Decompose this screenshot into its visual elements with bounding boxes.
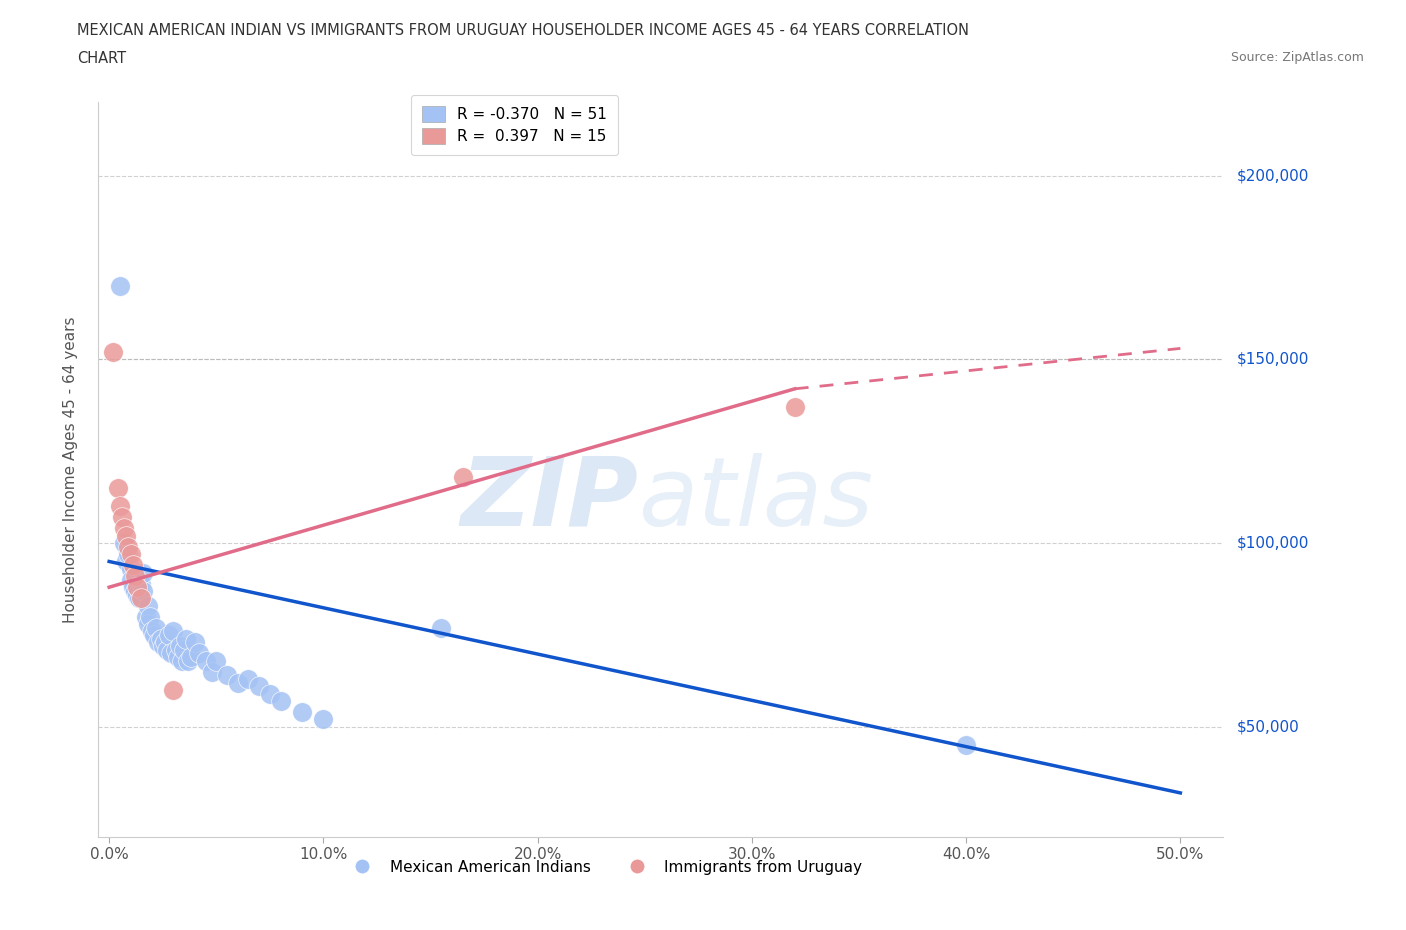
Point [194, 653, 217, 668]
Point [121, 579, 143, 594]
Point [201, 664, 224, 679]
Point [136, 617, 159, 631]
Point [136, 598, 159, 613]
Point [955, 737, 977, 752]
Point [180, 649, 202, 664]
Point [173, 643, 195, 658]
Point [108, 498, 131, 513]
Y-axis label: Householder Income Ages 45 - 64 years: Householder Income Ages 45 - 64 years [63, 316, 77, 623]
Point [139, 609, 162, 624]
Point [226, 675, 249, 690]
Point [112, 521, 135, 536]
Text: Source: ZipAtlas.com: Source: ZipAtlas.com [1230, 51, 1364, 64]
Point [143, 628, 166, 643]
Point [149, 631, 172, 646]
Text: $200,000: $200,000 [1237, 168, 1309, 183]
Point [115, 528, 138, 543]
Text: $100,000: $100,000 [1237, 536, 1309, 551]
Point [135, 609, 157, 624]
Point [117, 539, 139, 554]
Text: MEXICAN AMERICAN INDIAN VS IMMIGRANTS FROM URUGUAY HOUSEHOLDER INCOME AGES 45 - : MEXICAN AMERICAN INDIAN VS IMMIGRANTS FR… [77, 23, 969, 38]
Point [188, 645, 211, 660]
Point [451, 470, 474, 485]
Point [132, 583, 155, 598]
Point [112, 536, 135, 551]
Point [145, 620, 167, 635]
Point [238, 671, 260, 686]
Point [103, 345, 125, 360]
Point [148, 635, 170, 650]
Point [120, 562, 142, 577]
Point [156, 643, 179, 658]
Point [166, 649, 188, 664]
Point [165, 643, 187, 658]
Point [152, 639, 174, 654]
Text: $150,000: $150,000 [1237, 352, 1309, 367]
Point [270, 694, 292, 709]
Point [153, 635, 176, 650]
Point [177, 653, 200, 668]
Text: $50,000: $50,000 [1237, 719, 1301, 735]
Point [111, 510, 134, 525]
Point [124, 583, 146, 598]
Point [128, 591, 150, 605]
Point [259, 686, 281, 701]
Point [115, 554, 138, 569]
Point [125, 579, 148, 594]
Point [121, 558, 143, 573]
Point [132, 565, 155, 580]
Point [120, 547, 142, 562]
Text: CHART: CHART [77, 51, 127, 66]
Point [160, 645, 183, 660]
Point [162, 683, 184, 698]
Point [430, 620, 453, 635]
Point [108, 279, 131, 294]
Text: atlas: atlas [638, 453, 873, 546]
Point [124, 569, 146, 584]
Point [129, 576, 152, 591]
Point [129, 591, 152, 605]
Point [783, 400, 806, 415]
Legend: Mexican American Indians, Immigrants from Uruguay: Mexican American Indians, Immigrants fro… [342, 854, 868, 881]
Point [141, 624, 163, 639]
Point [174, 631, 197, 646]
Point [215, 668, 238, 683]
Point [184, 635, 207, 650]
Point [162, 624, 184, 639]
Point [247, 679, 270, 694]
Point [117, 547, 139, 562]
Point [312, 712, 335, 727]
Point [157, 628, 180, 643]
Point [125, 587, 148, 602]
Point [205, 653, 228, 668]
Point [170, 653, 193, 668]
Point [120, 573, 142, 588]
Text: ZIP: ZIP [460, 453, 638, 546]
Point [291, 705, 314, 720]
Point [107, 481, 129, 496]
Point [169, 639, 191, 654]
